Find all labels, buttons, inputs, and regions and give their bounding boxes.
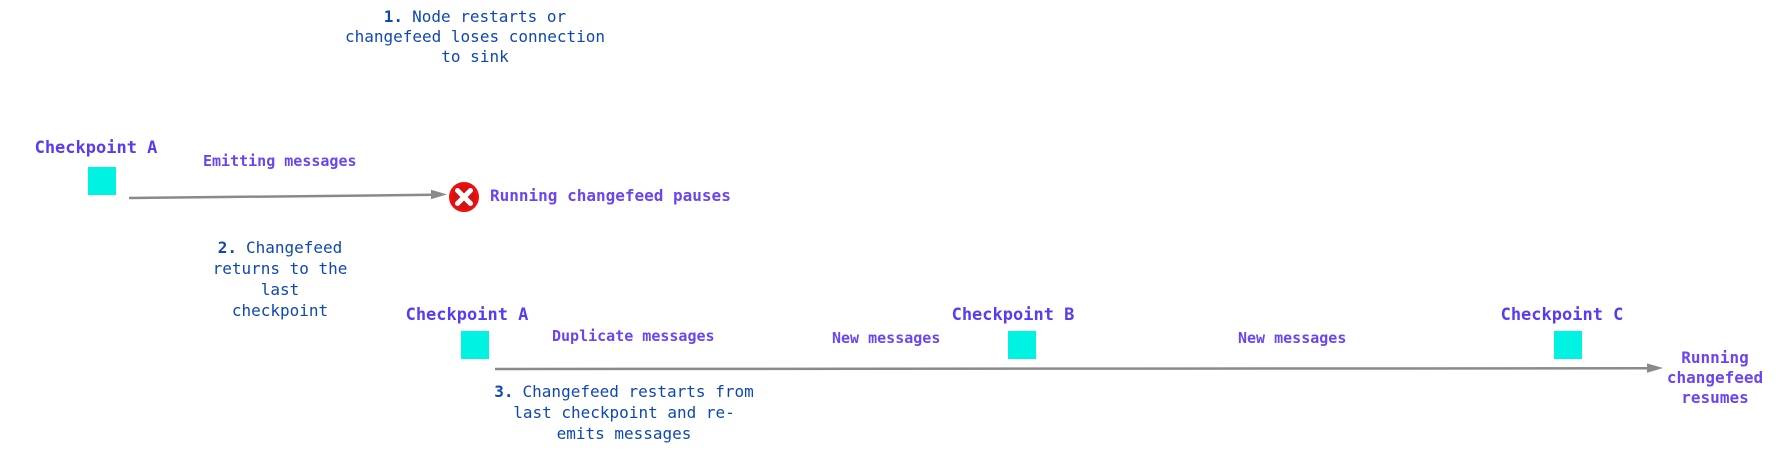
step3-line2: last checkpoint and re-: [513, 403, 735, 422]
arrowhead-bottom: [1647, 363, 1663, 373]
step1-line1: Node restarts or: [412, 7, 567, 26]
new-messages-label-2: New messages: [1238, 329, 1347, 347]
step2-annotation: 2. Changefeed returns to the last checkpo…: [180, 237, 380, 321]
step1-number: 1.: [383, 7, 404, 26]
checkpoint-b-marker: [1008, 331, 1036, 359]
pause-icon-circle: [449, 182, 479, 212]
resume-line2: changefeed: [1666, 368, 1764, 387]
resume-line3: resumes: [1681, 388, 1749, 407]
step2-line2: returns to the: [212, 259, 348, 278]
checkpoint-c-label: Checkpoint C: [1500, 305, 1624, 325]
step2-line1: Changefeed: [245, 238, 343, 257]
step1-line3: to sink: [441, 47, 509, 66]
pause-icon-x: [455, 188, 473, 206]
running-changefeed-pauses-label: Running changefeed pauses: [490, 186, 731, 205]
checkpoint-a-marker-bottom: [461, 331, 489, 359]
step3-line3: emits messages: [556, 424, 692, 443]
resume-line1: Running: [1681, 348, 1749, 367]
step2-line4: checkpoint: [231, 301, 329, 320]
step3-line1: Changefeed restarts from: [522, 382, 754, 401]
duplicate-messages-label: Duplicate messages: [552, 327, 715, 345]
timeline-arrow-bottom: [494, 363, 1663, 373]
emitting-messages-label: Emitting messages: [203, 152, 357, 170]
step1-line2: changefeed loses connection: [344, 27, 606, 46]
arrowhead-top: [431, 189, 447, 200]
checkpoint-a-label-bottom: Checkpoint A: [405, 305, 529, 325]
step2-number: 2.: [217, 238, 237, 257]
checkpoint-c-marker: [1554, 331, 1582, 359]
step3-annotation: 3. Changefeed restarts from last checkpoi…: [474, 381, 774, 444]
step2-line3: last: [260, 280, 300, 299]
step3-number: 3.: [494, 382, 514, 401]
checkpoint-a-label-top: Checkpoint A: [34, 138, 158, 158]
checkpoint-a-marker-top: [88, 167, 116, 195]
running-changefeed-resumes-label: Running changefeed resumes: [1662, 348, 1768, 408]
checkpoint-b-label: Checkpoint B: [951, 305, 1075, 325]
step1-annotation: 1. Node restarts or changefeed loses conn…: [300, 7, 650, 67]
pause-icon: [449, 182, 479, 212]
timeline-arrow-top: [128, 189, 447, 200]
new-messages-label-1: New messages: [832, 329, 941, 347]
